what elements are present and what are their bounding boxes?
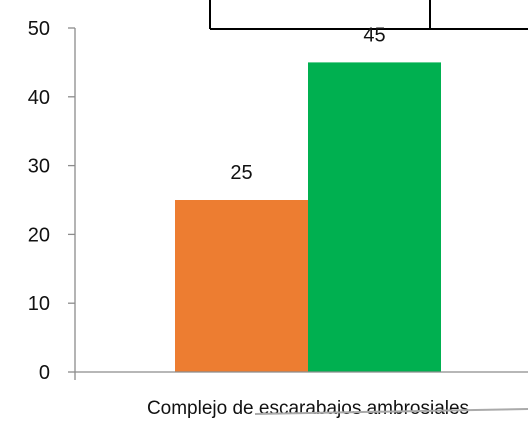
bar-value-label-1: 25: [230, 162, 252, 184]
y-tick-label: 20: [28, 224, 50, 246]
y-tick-label: 30: [28, 156, 50, 178]
y-tick-label: 10: [28, 293, 50, 315]
y-tick-label: 40: [28, 87, 50, 109]
bar-series-1: [175, 200, 308, 372]
y-axis: 0 10 20 30 40 50: [28, 18, 76, 384]
y-tick-label: 0: [39, 362, 50, 384]
x-category-label: Complejo de escarabajos ambrosiales: [147, 398, 469, 419]
overlay-callout-box: [209, 0, 528, 30]
bottom-underline-decoration: [254, 408, 528, 415]
bars: [175, 62, 441, 373]
bar-series-2: [308, 62, 441, 373]
y-tick-label: 50: [28, 18, 50, 40]
data-labels: 25 45: [230, 24, 385, 184]
bar-value-label-2: 45: [363, 24, 385, 46]
x-axis: Complejo de escarabajos ambrosiales: [74, 371, 528, 419]
